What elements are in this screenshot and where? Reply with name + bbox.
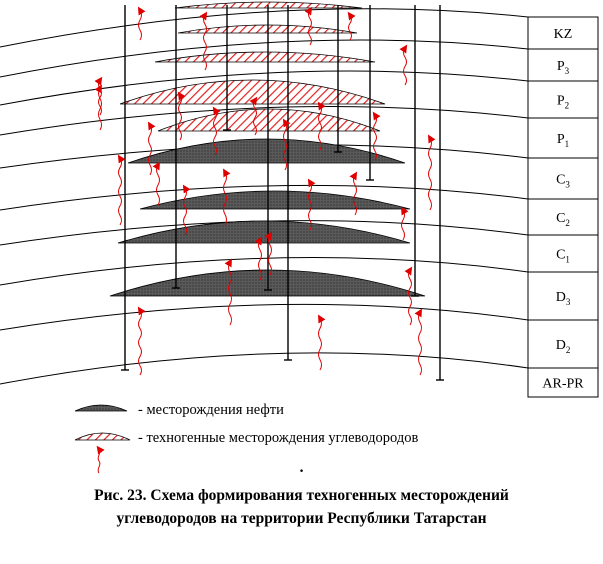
migration-arrow xyxy=(264,231,273,276)
legend-oil-label: - месторождения нефти xyxy=(138,402,284,418)
figure-caption-line2: углеводородов на территории Республики Т… xyxy=(116,510,487,527)
migration-arrow xyxy=(117,154,126,226)
layer-boundary xyxy=(0,257,529,286)
deposits xyxy=(109,1,426,297)
legend-arrow-icon xyxy=(96,445,105,474)
migration-arrow xyxy=(399,44,408,86)
layer-boundaries xyxy=(0,8,529,385)
migration-arrow xyxy=(282,118,291,171)
technogenic-deposit xyxy=(157,108,381,132)
legend-technogenic-label: - техногенные месторождения углеводородо… xyxy=(138,430,419,446)
migration-arrow xyxy=(427,134,436,211)
caption-dot: . xyxy=(299,459,304,476)
migration-arrow xyxy=(372,111,381,161)
layer-boundary xyxy=(0,8,529,48)
layer-boundary xyxy=(0,352,529,385)
migration-arrow xyxy=(137,306,146,376)
strata-label-8: D2 xyxy=(556,338,571,355)
layer-boundary xyxy=(0,39,529,78)
migration-arrows xyxy=(94,6,436,376)
migration-arrow xyxy=(137,6,146,41)
strata-label-0: KZ xyxy=(554,27,573,42)
migration-arrow xyxy=(307,178,316,231)
legend xyxy=(74,404,131,474)
layer-boundary xyxy=(0,106,529,136)
strata-label-5: C2 xyxy=(556,211,570,228)
legend-technogenic-icon xyxy=(74,432,131,441)
migration-arrow xyxy=(400,206,409,241)
oil-deposit xyxy=(127,138,406,164)
strata-label-9: AR-PR xyxy=(542,377,584,392)
strata-label-2: P2 xyxy=(557,94,569,111)
legend-oil-icon xyxy=(74,404,128,412)
migration-arrow xyxy=(249,96,258,136)
layer-boundary xyxy=(0,184,529,211)
wells xyxy=(121,5,444,381)
migration-arrow xyxy=(404,266,413,326)
layer-boundary xyxy=(0,70,529,106)
migration-arrow xyxy=(177,91,186,141)
migration-arrow xyxy=(347,11,356,41)
strata-label-4: C3 xyxy=(556,173,570,190)
strata-label-1: P3 xyxy=(557,59,570,76)
migration-arrow xyxy=(199,11,208,71)
migration-arrow xyxy=(304,6,313,46)
migration-arrow xyxy=(152,161,161,206)
oil-deposit xyxy=(139,190,411,210)
strata-label-7: D3 xyxy=(556,290,571,307)
migration-arrow xyxy=(349,171,358,216)
migration-arrow xyxy=(223,168,231,226)
technogenic-deposit xyxy=(154,51,376,63)
strata-label-6: C1 xyxy=(556,248,570,265)
migration-arrow xyxy=(147,121,156,176)
migration-arrow xyxy=(317,101,326,151)
strata-label-3: P1 xyxy=(557,132,569,149)
layer-boundary xyxy=(0,303,529,331)
migration-arrow xyxy=(414,308,422,376)
figure-caption-line1: Рис. 23. Схема формирования техногенных … xyxy=(94,487,509,504)
migration-arrow xyxy=(94,84,102,131)
migration-arrow xyxy=(212,106,221,156)
strata-column: KZ P3 P2 P1 C3 C2 C1 D3 D2 AR-PR xyxy=(527,16,599,398)
technogenic-deposit xyxy=(119,79,386,105)
oil-deposit xyxy=(117,220,411,244)
migration-arrow xyxy=(94,76,103,116)
migration-arrow xyxy=(182,184,191,236)
migration-arrow xyxy=(254,236,263,281)
migration-arrow xyxy=(318,314,326,371)
migration-arrow xyxy=(224,258,232,326)
